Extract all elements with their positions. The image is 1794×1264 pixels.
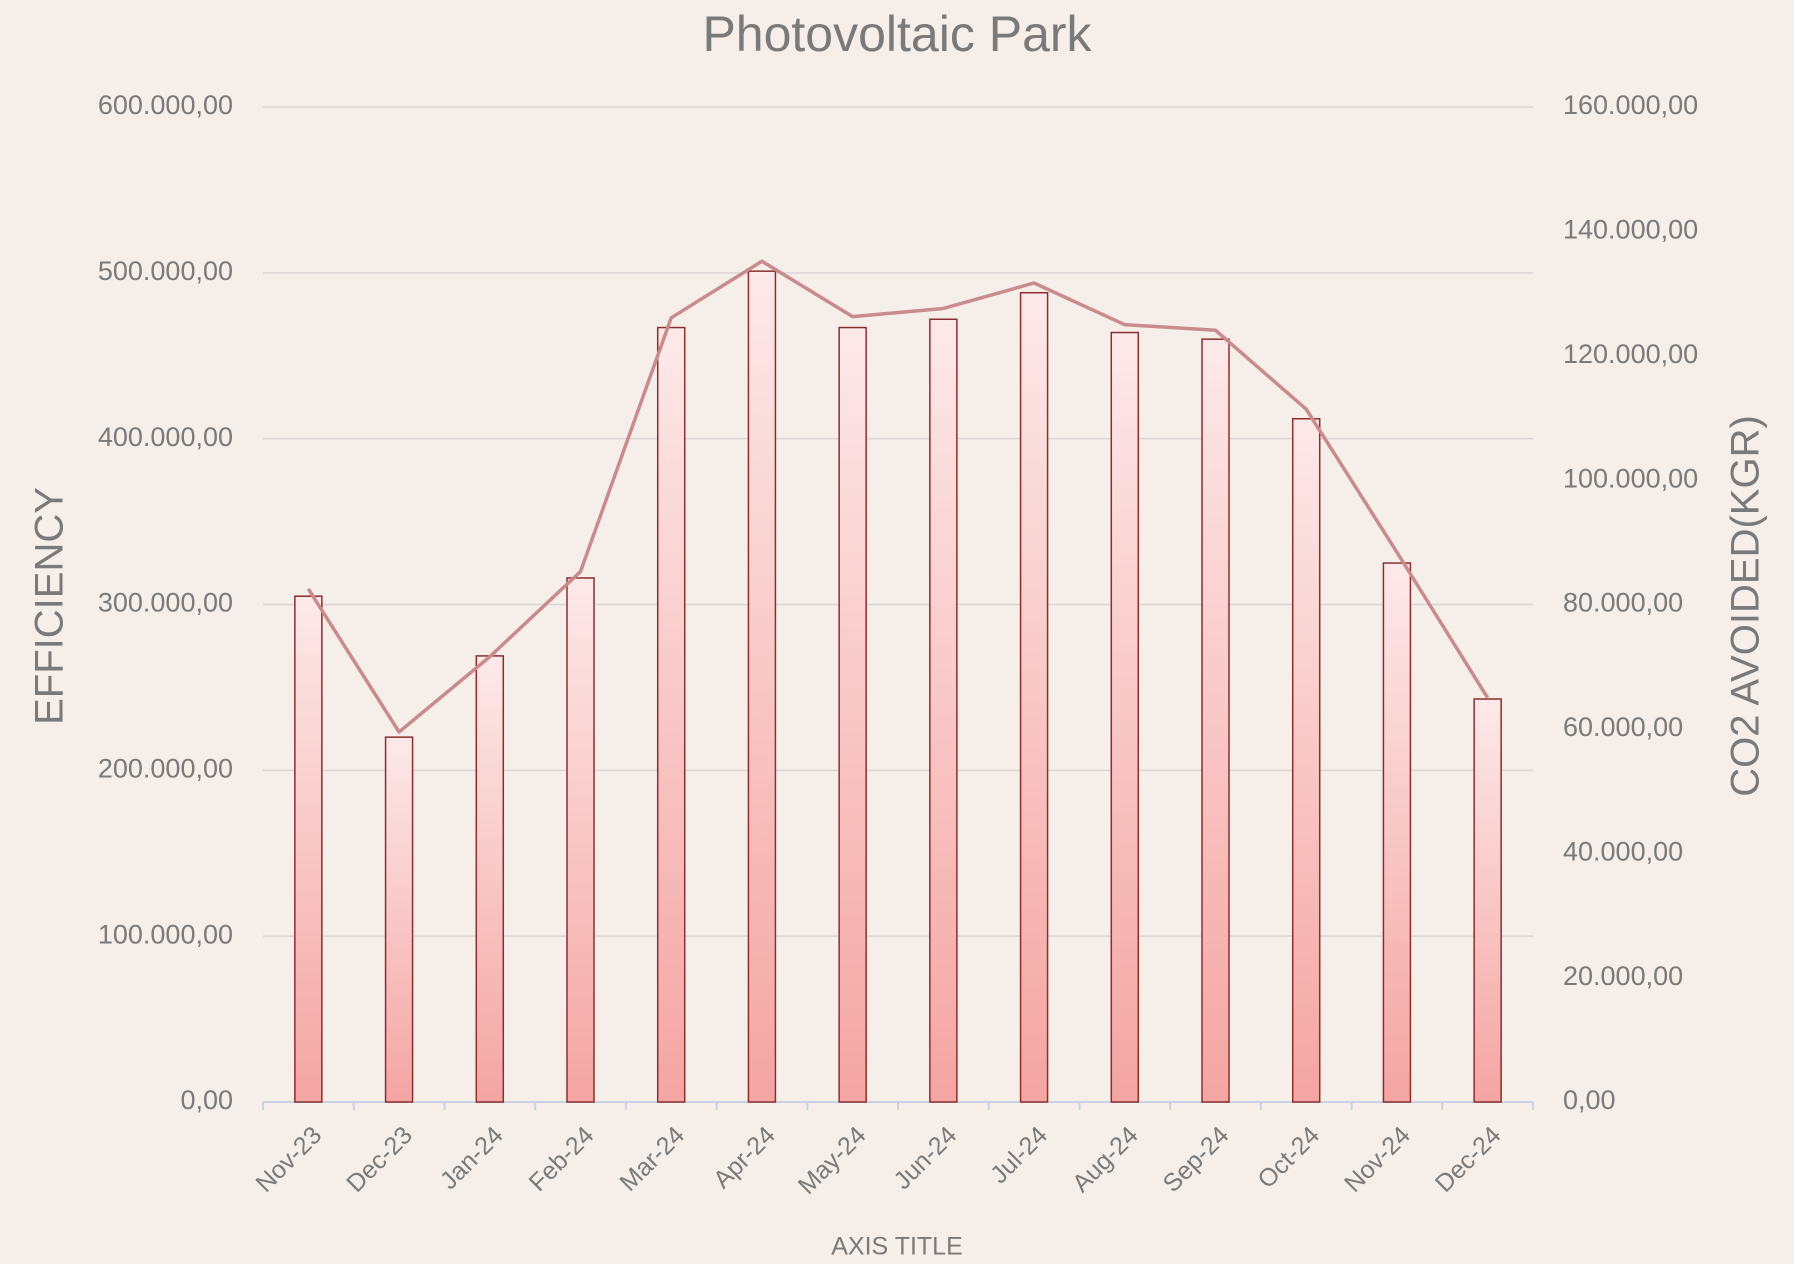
x-tick-label: Feb-24 bbox=[524, 1121, 600, 1197]
y2-tick-label: 160.000,00 bbox=[1563, 90, 1698, 120]
x-tick-label: Nov-24 bbox=[1339, 1121, 1416, 1198]
bar bbox=[475, 655, 505, 1103]
bar bbox=[1473, 698, 1502, 1103]
x-tick-label: Dec-23 bbox=[341, 1121, 418, 1198]
x-tick-label: Mar-24 bbox=[614, 1121, 690, 1197]
y-axis-title: EFFICIENCY bbox=[28, 487, 72, 725]
y-tick-label: 600.000,00 bbox=[98, 90, 233, 120]
y2-tick-label: 100.000,00 bbox=[1563, 463, 1698, 493]
chart-title: Photovoltaic Park bbox=[702, 6, 1092, 62]
bar bbox=[656, 326, 686, 1103]
x-tick-label: May-24 bbox=[793, 1121, 872, 1200]
bar bbox=[294, 595, 323, 1103]
y-tick-label: 0,00 bbox=[180, 1085, 233, 1115]
x-tick-label: Oct-24 bbox=[1252, 1121, 1325, 1194]
x-tick-label: Nov-23 bbox=[250, 1121, 327, 1198]
y2-tick-label: 20.000,00 bbox=[1563, 961, 1683, 991]
bar bbox=[1110, 331, 1140, 1103]
x-axis-title: AXIS TITLE bbox=[831, 1233, 963, 1261]
bar bbox=[838, 326, 867, 1103]
y-tick-label: 200.000,00 bbox=[98, 753, 233, 783]
y2-tick-label: 140.000,00 bbox=[1563, 215, 1698, 245]
y2-tick-label: 40.000,00 bbox=[1563, 836, 1683, 866]
bar bbox=[384, 736, 414, 1103]
y2-tick-label: 0,00 bbox=[1563, 1085, 1616, 1115]
bar bbox=[747, 270, 777, 1103]
y2-axis-title: CO2 AVOIDED(KGR) bbox=[1724, 415, 1768, 797]
x-tick-label: Jul-24 bbox=[985, 1121, 1053, 1189]
y-tick-label: 300.000,00 bbox=[98, 588, 233, 618]
x-tick-label: Apr-24 bbox=[708, 1121, 781, 1194]
x-tick-label: Jan-24 bbox=[435, 1121, 509, 1195]
bar bbox=[1291, 418, 1321, 1103]
bar bbox=[1201, 338, 1230, 1103]
line bbox=[306, 259, 1490, 734]
y-tick-label: 500.000,00 bbox=[98, 256, 233, 286]
y2-tick-label: 120.000,00 bbox=[1563, 339, 1698, 369]
y2-tick-label: 60.000,00 bbox=[1563, 712, 1683, 742]
bar bbox=[566, 577, 595, 1103]
bar bbox=[1019, 291, 1049, 1103]
y2-tick-label: 80.000,00 bbox=[1563, 588, 1683, 618]
y-tick-label: 100.000,00 bbox=[98, 919, 233, 949]
y-tick-label: 400.000,00 bbox=[98, 422, 233, 452]
x-tick-label: Aug-24 bbox=[1067, 1121, 1144, 1198]
bar bbox=[1382, 562, 1412, 1103]
x-tick-label: Jun-24 bbox=[888, 1121, 962, 1195]
bar bbox=[929, 318, 958, 1103]
x-tick-label: Dec-24 bbox=[1430, 1121, 1507, 1198]
x-tick-label: Sep-24 bbox=[1158, 1121, 1235, 1198]
